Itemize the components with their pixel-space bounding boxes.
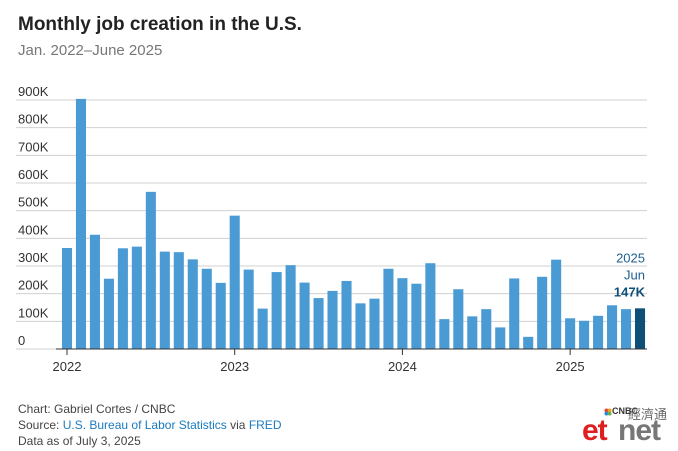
bar [61,248,73,349]
bar [537,276,548,349]
bar [89,234,100,349]
x-tick-label: 2025 [556,359,585,374]
bar [495,327,506,349]
source-prefix: Source: [18,418,63,432]
bar [159,251,170,349]
bar [565,318,576,349]
bar [481,309,492,349]
bar [551,259,562,349]
x-tick-label: 2023 [220,359,249,374]
chart-footer: Chart: Gabriel Cortes / CNBC Source: U.S… [18,401,281,449]
y-tick-label: 100K [18,305,49,320]
bar [453,289,464,349]
bar [145,191,156,349]
bar [425,263,436,349]
bar [397,278,408,349]
bar [187,259,198,349]
bar [243,269,254,349]
bar [621,309,632,349]
bar [467,316,478,349]
fred-source-link[interactable]: FRED [248,418,282,432]
y-tick-label: 600K [18,167,49,182]
bar [75,98,86,349]
cnbc-peacock-icon [604,408,612,416]
bar [271,272,282,349]
bar [593,315,604,349]
y-tick-label: 500K [18,195,49,210]
bar [523,336,534,349]
y-tick-label: 300K [18,250,49,265]
bar [173,252,184,349]
bar [634,308,646,349]
bls-source-link[interactable]: U.S. Bureau of Labor Statistics [62,418,227,432]
bar [607,305,618,349]
annotation-month: Jun [624,267,645,282]
annotation-value: 147K [614,284,646,299]
cnbc-logo-text: CNBC [612,406,638,416]
bar [509,278,520,349]
bar [215,282,226,349]
bar [579,320,590,349]
y-tick-label: 0 [18,333,25,348]
x-tick-label: 2024 [388,359,417,374]
etnet-chinese-text: 經濟通 [628,407,668,422]
y-tick-label: 800K [18,112,49,127]
bar [131,246,142,349]
chart-title: Monthly job creation in the U.S. [18,14,302,35]
data-as-of: Data as of July 3, 2025 [18,434,141,448]
bar [299,282,310,349]
source-via: via [226,418,249,432]
bar [313,298,324,349]
bar [411,283,422,349]
x-tick-label: 2022 [53,359,82,374]
etnet-logo-net: net [618,414,661,447]
annotation-year: 2025 [616,250,645,265]
bar [229,215,240,349]
bar [117,248,128,349]
bar [327,290,338,349]
bar [285,265,296,349]
bar-chart: 0 100K 200K 300K 400K 500K 600K 700K 800K 900K 202… [16,84,647,374]
bar [439,319,450,349]
chart-subtitle: Jan. 2022–June 2025 [18,42,163,59]
y-tick-label: 200K [18,278,49,293]
bar [341,280,352,349]
chart-credit: Chart: Gabriel Cortes / CNBC [18,402,176,416]
bar [383,268,394,349]
bar [369,298,380,349]
etnet-cnbc-logo: CNBC 經濟通 et net [582,404,674,450]
etnet-logo-et: et [582,414,608,447]
bar [257,308,268,349]
bar [355,303,366,349]
source-line: Source: U.S. Bureau of Labor Statistics … [18,417,281,433]
y-tick-label: 900K [18,84,49,99]
bar [103,278,114,349]
y-tick-label: 700K [18,139,49,154]
bar [201,268,212,349]
y-tick-label: 400K [18,222,49,237]
